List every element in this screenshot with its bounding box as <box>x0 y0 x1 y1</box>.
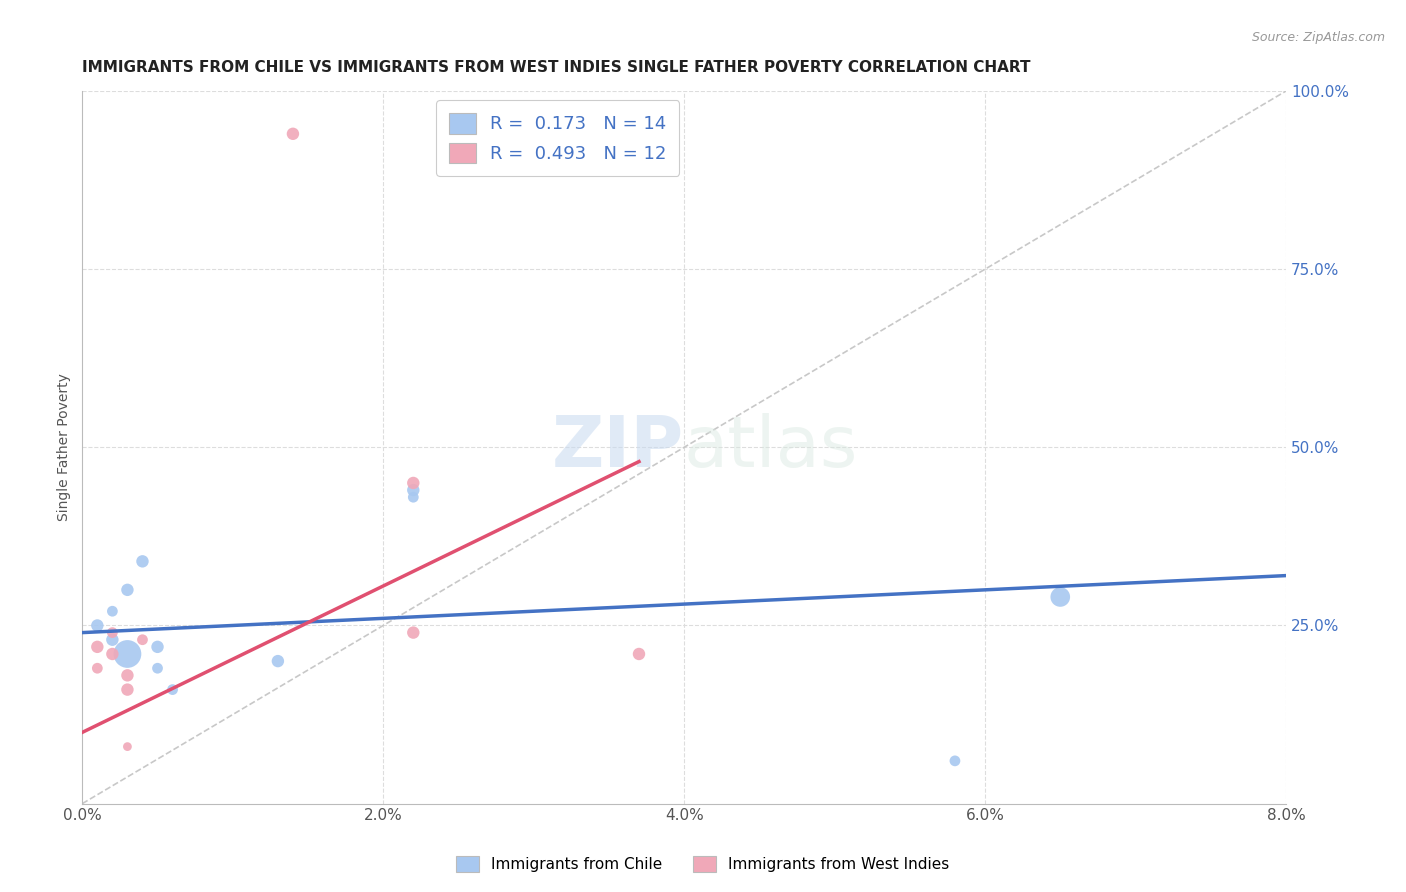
Point <box>131 554 153 568</box>
Text: Source: ZipAtlas.com: Source: ZipAtlas.com <box>1251 31 1385 45</box>
Point <box>1049 590 1071 604</box>
Y-axis label: Single Father Poverty: Single Father Poverty <box>58 374 72 521</box>
Point <box>627 647 650 661</box>
Point <box>117 682 139 697</box>
Point <box>281 127 304 141</box>
Point <box>267 654 290 668</box>
Point <box>101 632 124 647</box>
Text: IMMIGRANTS FROM CHILE VS IMMIGRANTS FROM WEST INDIES SINGLE FATHER POVERTY CORRE: IMMIGRANTS FROM CHILE VS IMMIGRANTS FROM… <box>83 60 1031 75</box>
Legend: R =  0.173   N = 14, R =  0.493   N = 12: R = 0.173 N = 14, R = 0.493 N = 12 <box>436 100 679 176</box>
Point <box>146 640 169 654</box>
Text: atlas: atlas <box>685 413 859 482</box>
Point <box>146 661 169 675</box>
Point <box>117 668 139 682</box>
Point <box>131 632 153 647</box>
Point <box>117 647 139 661</box>
Point <box>117 582 139 597</box>
Point <box>402 475 425 490</box>
Legend: Immigrants from Chile, Immigrants from West Indies: Immigrants from Chile, Immigrants from W… <box>449 848 957 880</box>
Point <box>402 483 425 497</box>
Point <box>943 754 966 768</box>
Point <box>162 682 184 697</box>
Point <box>101 647 124 661</box>
Text: ZIP: ZIP <box>553 413 685 482</box>
Point <box>86 618 108 632</box>
Point <box>101 625 124 640</box>
Point <box>117 739 139 754</box>
Point <box>402 490 425 504</box>
Point <box>86 661 108 675</box>
Point <box>101 604 124 618</box>
Point <box>86 640 108 654</box>
Point <box>402 625 425 640</box>
